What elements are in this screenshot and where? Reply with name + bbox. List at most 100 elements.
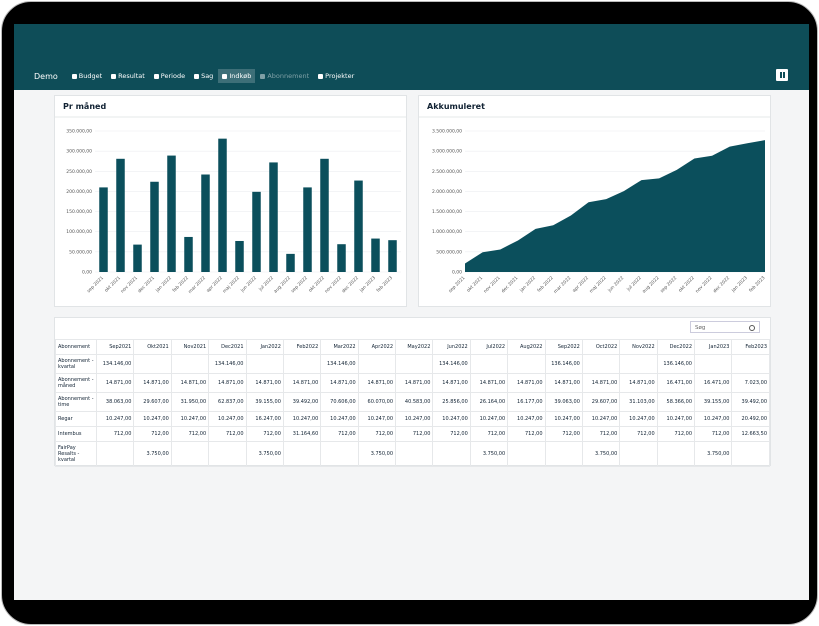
bar <box>388 240 397 272</box>
column-header[interactable]: Dec2022 <box>656 339 696 355</box>
table-cell: 39.492,00 <box>731 392 770 412</box>
x-tick-label: jul 2022 <box>625 275 643 293</box>
y-tick-label: 200.000,00 <box>66 189 92 195</box>
table-cell: 10.247,00 <box>282 411 322 427</box>
table-cell: 25.856,00 <box>432 392 471 412</box>
table-cell: 10.247,00 <box>469 411 509 427</box>
nav-item[interactable]: Indkøb <box>218 69 256 83</box>
x-tick-label: sep 2021 <box>86 275 105 294</box>
table-row: Regar 10.247,00 10.247,00 10.247,00 10.247,0… <box>55 411 770 427</box>
table-cell: 14.871,00 <box>507 373 546 393</box>
column-header[interactable]: Feb2022 <box>282 339 322 355</box>
column-header[interactable]: May2022 <box>394 339 434 355</box>
column-header[interactable]: Nov2022 <box>619 339 658 355</box>
column-header[interactable]: Apr2022 <box>357 339 397 355</box>
y-tick-label: 0,00 <box>452 270 462 276</box>
table-cell: 14.871,00 <box>95 373 135 393</box>
table-cell: 10.247,00 <box>693 411 733 427</box>
table-cell: 14.871,00 <box>581 373 621 393</box>
table-cell: 10.247,00 <box>208 411 247 427</box>
bar <box>286 253 295 272</box>
nav-item[interactable]: Resultat <box>107 69 149 83</box>
column-header[interactable]: Okt2021 <box>133 339 172 355</box>
bar <box>337 244 346 272</box>
x-tick-label: jun 2022 <box>239 275 258 294</box>
table-cell: 14.871,00 <box>394 373 434 393</box>
table-cell: 712,00 <box>693 426 733 442</box>
table-cell: 3.750,00 <box>581 441 621 467</box>
column-header[interactable]: Sep2022 <box>544 339 583 355</box>
column-header[interactable]: Jul2022 <box>469 339 509 355</box>
table-cell: 16.471,00 <box>656 373 696 393</box>
table-cell: 712,00 <box>432 426 471 442</box>
table-cell: 3.750,00 <box>245 441 284 467</box>
column-header[interactable]: Jan2023 <box>693 339 733 355</box>
x-tick-label: jan 2022 <box>518 275 537 294</box>
column-header[interactable]: Nov2021 <box>170 339 210 355</box>
table-cell: 12.663,50 <box>731 426 770 442</box>
bar <box>303 187 312 272</box>
x-tick-label: nov 2021 <box>120 275 139 294</box>
table-cell <box>693 354 733 374</box>
column-header[interactable]: Feb2023 <box>731 339 770 355</box>
y-tick-label: 250.000,00 <box>66 169 92 175</box>
search-box[interactable]: Søg <box>690 321 760 333</box>
sidebar-toggle[interactable] <box>776 69 788 81</box>
table-cell <box>208 441 247 467</box>
x-tick-label: jan 2022 <box>154 275 173 294</box>
chart: Akkumuleret 0,00 500.000,00 1.000.000,00 1.5… <box>419 102 770 295</box>
column-header[interactable]: Abonnement <box>55 339 97 355</box>
table-cell <box>619 441 658 467</box>
x-tick-label: dec 2022 <box>341 275 360 294</box>
table-cell: 20.492,00 <box>731 411 770 427</box>
table-cell: 712,00 <box>320 426 359 442</box>
table-cell <box>320 441 359 467</box>
table-cell: 10.247,00 <box>432 411 471 427</box>
table-cell: 16.247,00 <box>245 411 284 427</box>
table-cell: 14.871,00 <box>170 373 210 393</box>
bar <box>150 181 159 272</box>
table-cell: 14.871,00 <box>357 373 397 393</box>
x-tick-label: dec 2022 <box>712 275 731 294</box>
table-cell: 712,00 <box>170 426 210 442</box>
table-cell: 136.146,00 <box>656 354 696 374</box>
table-cell: 14.871,00 <box>544 373 583 393</box>
table-cell: 136.146,00 <box>544 354 583 374</box>
table-cell: 38.063,00 <box>95 392 135 412</box>
x-tick-label: sep 2021 <box>447 275 466 294</box>
y-tick-label: 50.000,00 <box>69 249 92 255</box>
nav-item[interactable]: Budget <box>68 69 106 83</box>
column-header[interactable]: Aug2022 <box>507 339 546 355</box>
brand[interactable]: Demo <box>34 71 58 81</box>
column-header[interactable]: Dec2021 <box>208 339 247 355</box>
column-header[interactable]: Mar2022 <box>320 339 359 355</box>
nav-item[interactable]: Periode <box>150 69 189 83</box>
data-table: Abonnement Sep2021 Okt2021 Nov2021 Dec2021 Ja… <box>55 339 770 467</box>
header-row: Abonnement Sep2021 Okt2021 Nov2021 Dec2021 Ja… <box>55 339 770 355</box>
y-tick-label: 300.000,00 <box>66 149 92 155</box>
column-header[interactable]: Jun2022 <box>432 339 471 355</box>
table-row: Abonnement - måned 14.871,00 14.871,00 14.8… <box>55 373 770 393</box>
x-tick-label: feb 2023 <box>375 275 394 294</box>
table-cell: 31.103,00 <box>619 392 658 412</box>
table-cell: 31.164,60 <box>282 426 322 442</box>
table-cell: 3.750,00 <box>133 441 172 467</box>
area <box>465 140 765 272</box>
screen: Demo Budget Resultat Periode Sag Indkøb Abonn… <box>14 24 809 600</box>
table-cell: 26.164,00 <box>469 392 509 412</box>
table-cell: 712,00 <box>507 426 546 442</box>
nav-item[interactable]: Sag <box>190 69 217 83</box>
y-tick-label: 3.500.000,00 <box>432 129 462 135</box>
column-header[interactable]: Oct2022 <box>581 339 621 355</box>
column-header[interactable]: Jan2022 <box>245 339 284 355</box>
column-header[interactable]: Sep2021 <box>95 339 135 355</box>
table-row: FairPay Resalts - kvartal 3.750,00 3.750,0… <box>55 441 770 467</box>
row-label: FairPay Resalts - kvartal <box>55 441 97 467</box>
nav-item[interactable]: Projekter <box>314 69 358 83</box>
table-cell: 58.366,00 <box>656 392 696 412</box>
table-cell: 712,00 <box>581 426 621 442</box>
nav-item[interactable]: Abonnement <box>256 69 313 83</box>
bar <box>252 191 261 272</box>
x-tick-label: aug 2022 <box>273 275 292 294</box>
table-cell: 39.155,00 <box>693 392 733 412</box>
